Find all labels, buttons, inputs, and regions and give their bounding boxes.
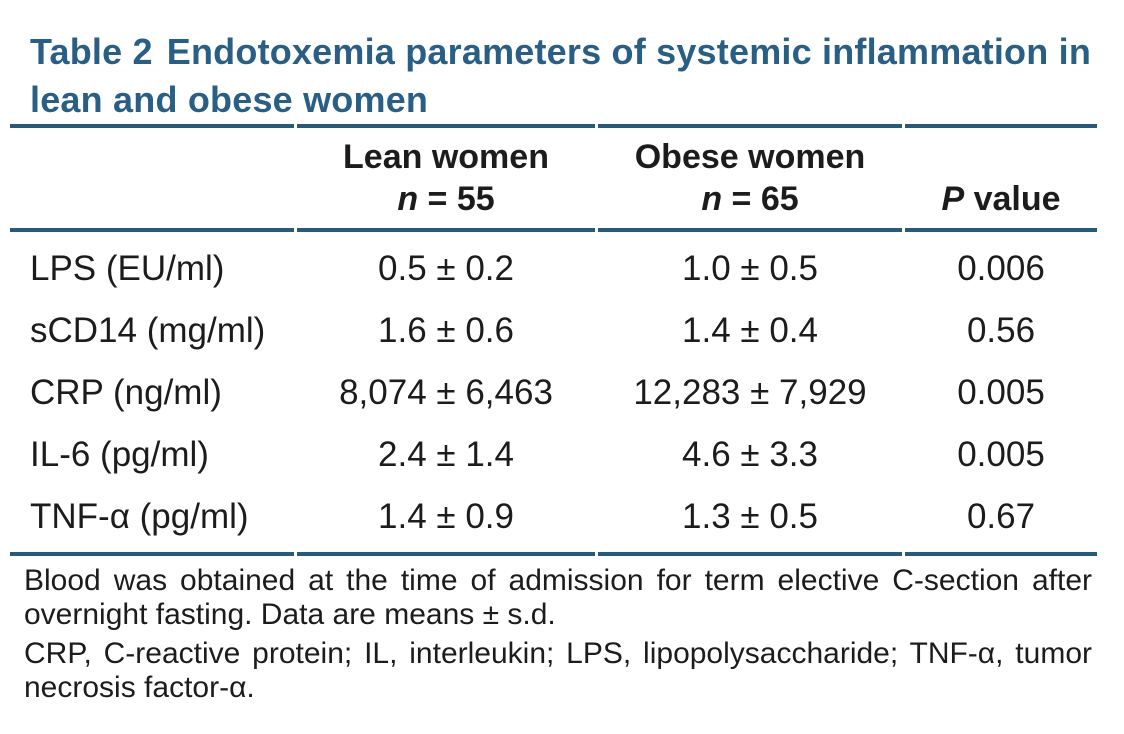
row-label: LPS (EU/ml) [30, 249, 225, 288]
footnote-abbreviations: CRP, C-reactive protein; IL, interleukin… [24, 637, 1092, 704]
table-footnotes: Blood was obtained at the time of admiss… [24, 564, 1092, 705]
column-header-obese-n: n = 65 [701, 180, 799, 218]
table-top-rule-segment [297, 124, 595, 128]
column-header-lean-n: n = 55 [397, 180, 495, 218]
table-top-rule-segment [905, 124, 1097, 128]
column-header-parameter [10, 128, 294, 228]
header-rule-segment [598, 228, 902, 232]
column-header-pvalue-text: P value [941, 180, 1061, 218]
p-value: 0.67 [966, 497, 1036, 536]
table-bottom-rule-segment [297, 552, 595, 556]
table-top-rule-segment [10, 124, 294, 128]
header-rule-segment [10, 228, 294, 232]
table-bottom-rule-segment [10, 552, 294, 556]
column-header-pvalue: P value [905, 128, 1097, 228]
footnote-methods: Blood was obtained at the time of admiss… [24, 564, 1092, 631]
obese-value: 1.4 ± 0.4 [682, 311, 818, 350]
data-table: Lean women n = 55 Obese women n = 65 P v… [10, 124, 1097, 556]
table-title: Table 2 Endotoxemia parameters of systemi… [30, 28, 1102, 124]
p-value: 0.005 [957, 373, 1045, 412]
obese-value: 4.6 ± 3.3 [682, 435, 818, 474]
p-value: 0.56 [966, 311, 1036, 350]
obese-value: 12,283 ± 7,929 [633, 373, 867, 412]
table-top-rule-segment [598, 124, 902, 128]
lean-value: 2.4 ± 1.4 [378, 435, 514, 474]
row-label: IL-6 (pg/ml) [30, 435, 209, 474]
header-rule-segment [905, 228, 1097, 232]
p-value: 0.005 [957, 435, 1045, 474]
obese-value: 1.3 ± 0.5 [682, 497, 818, 536]
p-value: 0.006 [957, 249, 1045, 288]
obese-value: 1.0 ± 0.5 [682, 249, 818, 288]
table-bottom-rule-segment [598, 552, 902, 556]
lean-value: 0.5 ± 0.2 [378, 249, 514, 288]
lean-value: 8,074 ± 6,463 [339, 373, 553, 412]
lean-value: 1.6 ± 0.6 [378, 311, 514, 350]
column-header-lean-group: Lean women [343, 138, 549, 176]
row-label: TNF-α (pg/ml) [30, 497, 249, 536]
column-header-obese-group: Obese women [634, 138, 866, 176]
table-bottom-rule-segment [905, 552, 1097, 556]
table-caption: Endotoxemia parameters of systemic infla… [30, 31, 1092, 120]
column-header-lean: Lean women n = 55 [297, 128, 595, 228]
table-number: Table 2 [30, 31, 153, 72]
row-label: sCD14 (mg/ml) [30, 311, 266, 350]
column-header-obese: Obese women n = 65 [598, 128, 902, 228]
header-rule-segment [297, 228, 595, 232]
row-label: CRP (ng/ml) [30, 373, 222, 412]
lean-value: 1.4 ± 0.9 [378, 497, 514, 536]
